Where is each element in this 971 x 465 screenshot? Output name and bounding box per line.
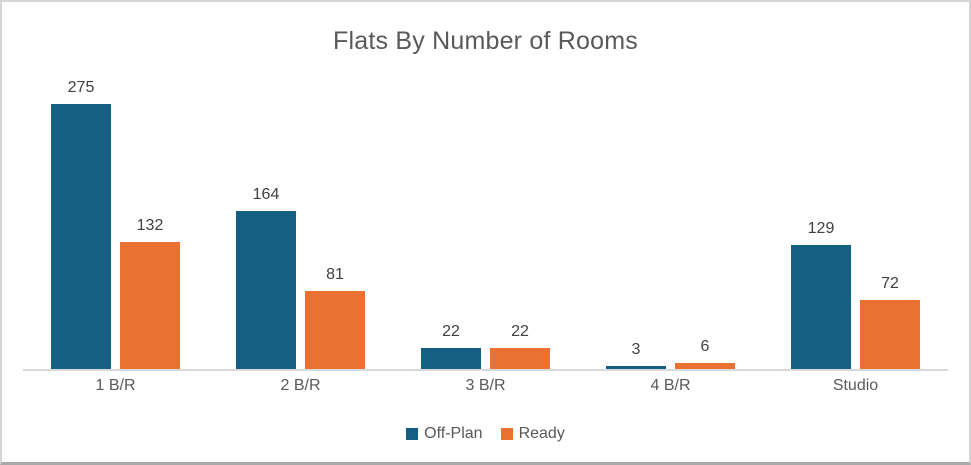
data-label: 81 <box>326 266 344 283</box>
legend-label: Ready <box>518 425 565 442</box>
data-label: 129 <box>807 219 835 237</box>
plot-area: 275 132 164 81 22 22 3 6 129 72 <box>23 78 948 369</box>
x-axis-label-1-b-r: 1 B/R <box>95 377 136 394</box>
bar-column: 22 <box>490 322 550 369</box>
bar-off-plan-2-b-r[interactable] <box>236 211 296 369</box>
legend: Off-Plan Ready <box>2 424 969 443</box>
bar-ready-3-b-r[interactable] <box>490 347 550 369</box>
x-axis-label-3-b-r: 3 B/R <box>465 377 506 394</box>
bar-group-3-b-r: 22 22 <box>393 322 578 369</box>
bar-column: 129 <box>791 219 851 369</box>
bar-column: 6 <box>675 337 735 369</box>
bar-column: 132 <box>120 216 180 369</box>
bar-ready-4-b-r[interactable] <box>675 363 735 369</box>
bar-group-1-b-r: 275 132 <box>23 78 208 369</box>
data-label: 22 <box>442 322 460 340</box>
legend-swatch-off-plan <box>406 427 419 440</box>
x-axis-label-4-b-r: 4 B/R <box>650 377 691 394</box>
legend-swatch-ready <box>500 427 513 440</box>
bar-column: 275 <box>51 78 111 369</box>
bar-off-plan-3-b-r[interactable] <box>421 347 481 369</box>
data-label: 164 <box>252 186 280 203</box>
bar-group-studio: 129 72 <box>763 219 948 369</box>
bar-column: 22 <box>421 322 481 369</box>
data-label: 132 <box>136 216 164 234</box>
x-axis-line <box>23 369 948 371</box>
bar-column: 81 <box>305 265 365 369</box>
bar-off-plan-4-b-r[interactable] <box>606 366 666 369</box>
data-label: 275 <box>67 79 95 97</box>
legend-item-off-plan[interactable]: Off-Plan <box>406 424 483 443</box>
bar-group-2-b-r: 164 81 <box>208 185 393 369</box>
bar-column: 164 <box>236 185 296 369</box>
data-label: 6 <box>700 338 710 356</box>
x-axis-label-studio: Studio <box>832 377 879 394</box>
data-label: 22 <box>511 322 529 340</box>
chart-title: Flats By Number of Rooms <box>333 27 638 55</box>
data-label: 3 <box>631 341 641 359</box>
legend-label: Off-Plan <box>424 425 483 442</box>
bar-ready-2-b-r[interactable] <box>305 291 365 369</box>
bar-ready-studio[interactable] <box>860 299 920 369</box>
bar-ready-1-b-r[interactable] <box>120 241 180 369</box>
bar-column: 3 <box>606 340 666 369</box>
data-label: 72 <box>881 274 899 292</box>
x-axis-labels: 1 B/R 2 B/R 3 B/R 4 B/R Studio <box>23 376 948 396</box>
bar-off-plan-studio[interactable] <box>791 244 851 369</box>
bar-column: 72 <box>860 274 920 369</box>
x-axis-label-2-b-r: 2 B/R <box>280 377 321 394</box>
legend-item-ready[interactable]: Ready <box>500 424 565 443</box>
bar-off-plan-1-b-r[interactable] <box>51 104 111 369</box>
